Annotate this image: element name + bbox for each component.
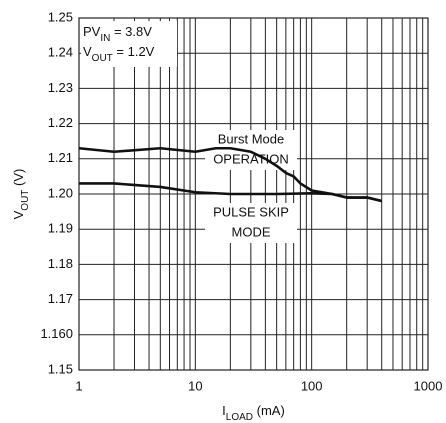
annotation: OPERATION [213,151,289,166]
y-tick-label: 1.20 [48,185,73,200]
condition: VOUT = 1.2V [83,44,155,64]
condition-part: = 1.2V [113,44,155,59]
x-tick-label: 1 [75,378,82,393]
y-tick-label: 1.22 [48,115,73,130]
annotation: PULSE SKIP [213,204,289,219]
y-axis-label-part: (V) [11,169,26,190]
y-axis-label: VOUT (V) [11,169,31,220]
annotation: Burst Mode [218,131,284,146]
x-axis-label-part: LOAD [226,412,253,423]
plot-frame [78,17,429,371]
condition-part: PV [83,24,101,39]
y-tick-label: 1.23 [48,80,73,95]
x-axis-label: ILOAD (mA) [222,403,285,423]
y-axis-label-part: V [11,210,26,219]
y-tick-label: 1.15 [48,361,73,376]
line-series [79,182,383,203]
y-axis-label-part: OUT [20,190,31,211]
y-tick-label: 1.21 [48,150,73,165]
x-tick-label: 100 [301,378,323,393]
x-tick-label: 1000 [414,378,443,393]
y-tick-label: 1.18 [48,256,73,271]
y-tick-label: 1.25 [48,9,73,24]
annotation-bg [205,203,297,243]
condition-part: V [83,44,92,59]
condition-part: = 3.8V [110,24,152,39]
y-tick-label: 1.24 [48,45,73,60]
y-tick-label: 1.17 [48,291,73,306]
x-axis-label-part: I [222,403,226,418]
condition-part: IN [100,33,110,44]
condition: PVIN = 3.8V [83,24,152,44]
condition-part: OUT [92,53,113,64]
x-tick-label: 10 [188,378,202,393]
annotation: MODE [232,224,271,239]
x-axis-label-part: (mA) [253,403,285,418]
y-tick-label: 1.19 [48,221,73,236]
y-tick-label: 1.160 [40,326,73,341]
conditions-bg [81,21,177,67]
annotation-bg [205,130,297,170]
